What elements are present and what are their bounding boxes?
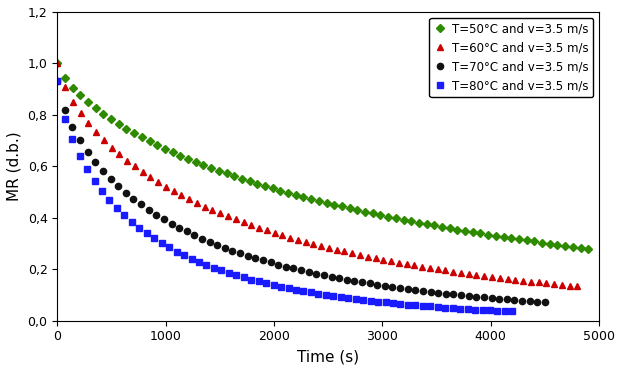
T=80°C and v=3.5 m/s [509,309,516,314]
T=60°C and v=3.5 m/s [178,193,185,197]
T=80°C and v=3.5 m/s [173,249,180,254]
T=70°C and v=3.5 m/s [526,299,534,303]
T=80°C and v=3.5 m/s [91,178,98,183]
T=60°C and v=3.5 m/s [170,189,177,193]
T=50°C and v=3.5 m/s [508,236,515,240]
T=50°C and v=3.5 m/s [192,160,200,164]
T=80°C and v=3.5 m/s [501,309,509,313]
T=50°C and v=3.5 m/s [346,206,353,210]
T=60°C and v=3.5 m/s [53,61,61,66]
Legend: T=50°C and v=3.5 m/s, T=60°C and v=3.5 m/s, T=70°C and v=3.5 m/s, T=80°C and v=3: T=50°C and v=3.5 m/s, T=60°C and v=3.5 m… [429,18,593,97]
T=60°C and v=3.5 m/s [573,284,581,289]
T=60°C and v=3.5 m/s [348,251,356,256]
Line: T=80°C and v=3.5 m/s: T=80°C and v=3.5 m/s [55,79,515,314]
T=80°C and v=3.5 m/s [53,79,61,83]
T=60°C and v=3.5 m/s [356,253,364,257]
T=70°C and v=3.5 m/s [473,295,480,299]
T=60°C and v=3.5 m/s [519,278,527,283]
Line: T=60°C and v=3.5 m/s: T=60°C and v=3.5 m/s [53,60,581,290]
T=50°C and v=3.5 m/s [500,235,508,239]
T=80°C and v=3.5 m/s [143,231,151,236]
T=50°C and v=3.5 m/s [585,246,592,251]
T=70°C and v=3.5 m/s [259,258,267,263]
T=70°C and v=3.5 m/s [168,221,175,226]
Line: T=50°C and v=3.5 m/s: T=50°C and v=3.5 m/s [54,60,592,252]
Line: T=70°C and v=3.5 m/s: T=70°C and v=3.5 m/s [54,78,548,305]
T=70°C and v=3.5 m/s [53,79,61,83]
X-axis label: Time (s): Time (s) [297,349,359,364]
Y-axis label: MR (d.b.): MR (d.b.) [7,132,22,201]
T=60°C and v=3.5 m/s [558,283,565,287]
T=80°C and v=3.5 m/s [330,294,337,298]
T=70°C and v=3.5 m/s [198,236,206,241]
T=50°C and v=3.5 m/s [177,154,184,158]
T=50°C and v=3.5 m/s [215,168,223,173]
T=80°C and v=3.5 m/s [449,306,457,310]
T=70°C and v=3.5 m/s [305,270,312,274]
T=50°C and v=3.5 m/s [53,61,61,66]
T=70°C and v=3.5 m/s [541,300,549,305]
